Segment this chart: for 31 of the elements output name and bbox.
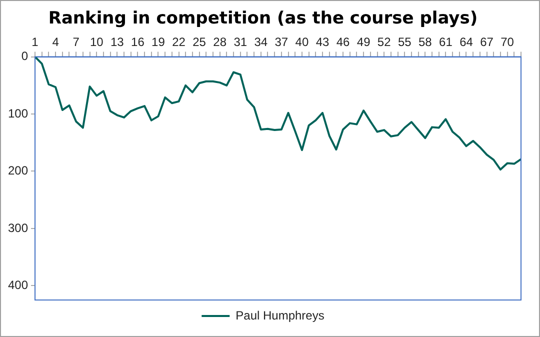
x-tick-label: 7 bbox=[72, 34, 80, 49]
x-tick-label: 22 bbox=[172, 34, 186, 49]
y-tick-label: 300 bbox=[8, 220, 28, 235]
x-tick-label: 46 bbox=[336, 34, 350, 49]
x-tick-label: 19 bbox=[152, 34, 166, 49]
chart-title: Ranking in competition (as the course plays) bbox=[48, 8, 478, 29]
x-tick-label: 16 bbox=[131, 34, 145, 49]
x-tick-label: 40 bbox=[295, 34, 309, 49]
x-tick-label: 64 bbox=[460, 34, 474, 49]
y-tick-label: 200 bbox=[8, 164, 28, 178]
x-tick-label: 37 bbox=[274, 34, 288, 49]
x-tick-label: 55 bbox=[398, 34, 412, 49]
x-tick-label: 61 bbox=[439, 34, 453, 49]
y-tick-label: 400 bbox=[8, 278, 28, 292]
x-tick-label: 67 bbox=[480, 34, 494, 49]
x-tick-label: 70 bbox=[500, 34, 514, 49]
x-tick-label: 25 bbox=[192, 34, 206, 49]
y-tick-label: 100 bbox=[8, 106, 28, 120]
x-tick-label: 10 bbox=[90, 34, 104, 49]
x-tick-label: 34 bbox=[254, 34, 268, 49]
x-tick-label: 49 bbox=[356, 34, 371, 49]
x-tick-label: 28 bbox=[213, 34, 227, 49]
legend-label: Paul Humphreys bbox=[236, 308, 324, 322]
x-tick-label: 52 bbox=[377, 34, 392, 49]
x-tick-label: 31 bbox=[234, 34, 248, 49]
x-tick-label: 1 bbox=[32, 34, 39, 49]
y-tick-label: 0 bbox=[21, 49, 28, 64]
x-tick-label: 13 bbox=[110, 34, 124, 49]
x-tick-label: 58 bbox=[418, 34, 432, 49]
x-tick-label: 4 bbox=[52, 34, 60, 49]
x-tick-label: 43 bbox=[316, 34, 330, 49]
